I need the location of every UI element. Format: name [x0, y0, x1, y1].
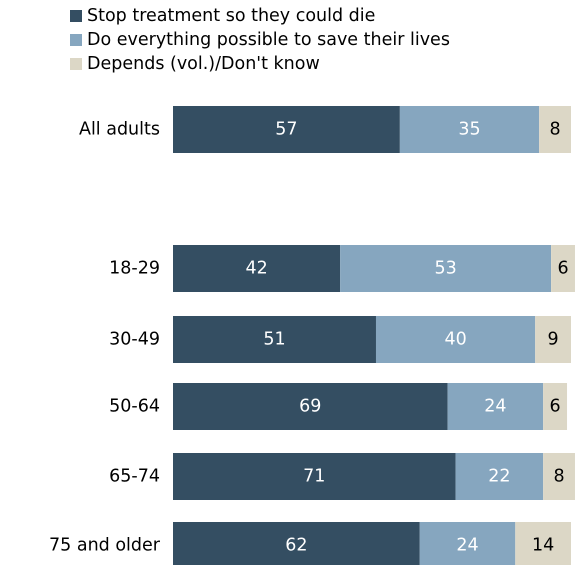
bar-segment [173, 106, 400, 153]
data-label: 35 [458, 120, 480, 140]
bar-segment [340, 245, 552, 292]
bar-segment [173, 522, 420, 565]
data-label: 71 [303, 467, 325, 487]
bar-segment [447, 383, 544, 430]
bar-segment [535, 316, 571, 363]
legend-item: Depends (vol.)/Don't know [70, 52, 450, 76]
chart-legend: Stop treatment so they could die Do every… [70, 4, 450, 76]
data-label: 14 [532, 536, 554, 556]
data-label: 9 [548, 330, 559, 350]
bar-segment [539, 106, 571, 153]
category-label: 30-49 [109, 330, 160, 350]
bar-segment [173, 316, 376, 363]
data-label: 51 [263, 330, 285, 350]
legend-swatch [70, 10, 82, 22]
legend-swatch [70, 34, 82, 46]
category-label: 75 and older [49, 536, 161, 556]
category-label: 18-29 [109, 259, 160, 279]
data-label: 42 [245, 259, 267, 279]
legend-swatch [70, 58, 82, 70]
data-label: 22 [488, 467, 510, 487]
data-label: 69 [299, 397, 321, 417]
data-label: 62 [285, 536, 307, 556]
data-label: 6 [550, 397, 561, 417]
category-label: All adults [79, 120, 160, 140]
bar-segment [375, 316, 536, 363]
bar-segment [543, 383, 568, 430]
bar-segment [173, 245, 341, 292]
data-label: 6 [557, 259, 568, 279]
legend-item: Stop treatment so they could die [70, 4, 450, 28]
data-label: 8 [553, 467, 564, 487]
data-label: 57 [275, 120, 297, 140]
bar-segment [543, 453, 575, 500]
bar-segment [173, 383, 448, 430]
bar-segment [399, 106, 540, 153]
category-label: 50-64 [109, 397, 160, 417]
legend-label: Depends (vol.)/Don't know [87, 54, 320, 74]
bar-segment [419, 522, 516, 565]
data-label: 8 [550, 120, 561, 140]
bar-segment [173, 453, 456, 500]
data-label: 40 [444, 330, 466, 350]
bar-segment [455, 453, 544, 500]
data-label: 53 [434, 259, 456, 279]
legend-label: Do everything possible to save their liv… [87, 30, 450, 50]
legend-label: Stop treatment so they could die [87, 6, 376, 26]
bar-segment [515, 522, 571, 565]
bar-segment [551, 245, 575, 292]
data-label: 24 [456, 536, 478, 556]
category-label: 65-74 [109, 467, 160, 487]
legend-item: Do everything possible to save their liv… [70, 28, 450, 52]
data-label: 24 [484, 397, 506, 417]
